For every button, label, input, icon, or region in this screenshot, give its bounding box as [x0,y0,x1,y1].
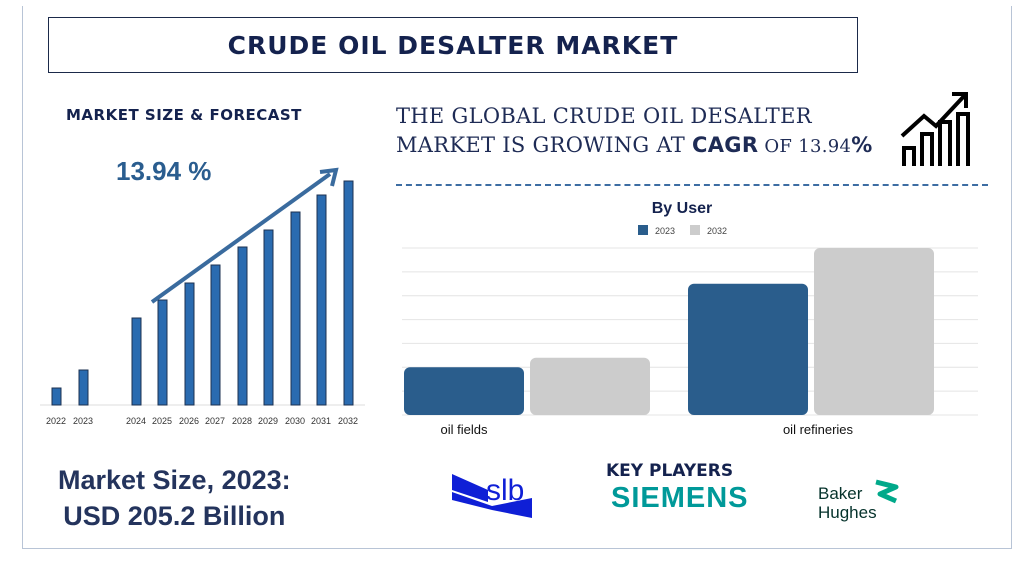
trend-arrow [150,172,332,304]
tick-label: 2031 [311,416,331,426]
bar-2023 [78,369,89,406]
headline-value: OF 13.94 [758,136,852,157]
tick-label: 2029 [258,416,278,426]
bar-oil-fields-2023 [404,367,524,415]
headline-line2: MARKET IS GROWING AT CAGR OF 13.94% [396,131,873,161]
bar-2026 [184,282,195,406]
market-size-line2: USD 205.2 Billion [63,501,286,531]
forecast-heading: MARKET SIZE & FORECAST [66,106,302,124]
bar-oil-refineries-2032 [814,248,934,415]
bar-2028 [237,246,248,406]
slb-text: slb [486,474,524,507]
headline-cagr: CAGR [692,133,759,157]
tick-label: 2032 [338,416,358,426]
bar-2032 [343,180,354,406]
chart-title: By User [652,200,712,217]
tick-label: 2030 [285,416,305,426]
baker-text: Baker [818,484,863,503]
bar-2025 [157,299,168,406]
headline: THE GLOBAL CRUDE OIL DESALTER MARKET IS … [396,102,873,161]
page-title: CRUDE OIL DESALTER MARKET [227,30,679,60]
tick-label: 2026 [179,416,199,426]
headline-text: MARKET IS GROWING AT [396,133,693,157]
bar-2027 [210,264,221,406]
forecast-chart: 2022 2023 2024 2025 2026 2027 2028 2029 2030 2031… [40,167,365,426]
headline-line1: THE GLOBAL CRUDE OIL DESALTER [396,104,812,128]
tick-label: 2023 [73,416,93,426]
by-user-chart: By User 2023 2032 oil fields oil refineries [402,200,978,437]
key-players-heading: KEY PLAYERS [606,461,734,481]
bar-2029 [263,229,274,406]
market-size: Market Size, 2023: USD 205.2 Billion [58,462,291,534]
bar-2022 [51,387,62,406]
legend-swatch-2023 [638,225,648,235]
baker-hughes-mark-icon [875,479,899,504]
growth-chart-icon [900,92,970,166]
tick-label: 2024 [126,416,146,426]
headline-pct: % [851,133,873,157]
market-size-line1: Market Size, 2023: [58,465,291,495]
baker-hughes-logo: Baker Hughes [818,484,877,522]
title-box: CRUDE OIL DESALTER MARKET [48,17,858,73]
tick-label: 2025 [152,416,172,426]
tick-label: 2022 [46,416,66,426]
trend-arrowhead [319,167,339,187]
bar-oil-refineries-2023 [688,283,808,415]
siemens-logo: SIEMENS [611,482,749,514]
frame [22,6,1012,549]
cagr-label: 13.94 % [116,156,212,186]
bar-2030 [290,211,301,406]
category-label: oil refineries [783,422,854,437]
tick-label: 2028 [232,416,252,426]
category-label: oil fields [441,422,488,437]
legend-label: 2023 [655,226,675,236]
bar-2024 [131,317,142,406]
tick-label: 2027 [205,416,225,426]
legend-swatch-2032 [690,225,700,235]
divider [396,184,988,186]
hughes-text: Hughes [818,503,877,522]
slb-logo: slb [452,474,532,518]
legend-label: 2032 [707,226,727,236]
bar-2031 [316,194,327,406]
bar-oil-fields-2032 [530,357,650,415]
